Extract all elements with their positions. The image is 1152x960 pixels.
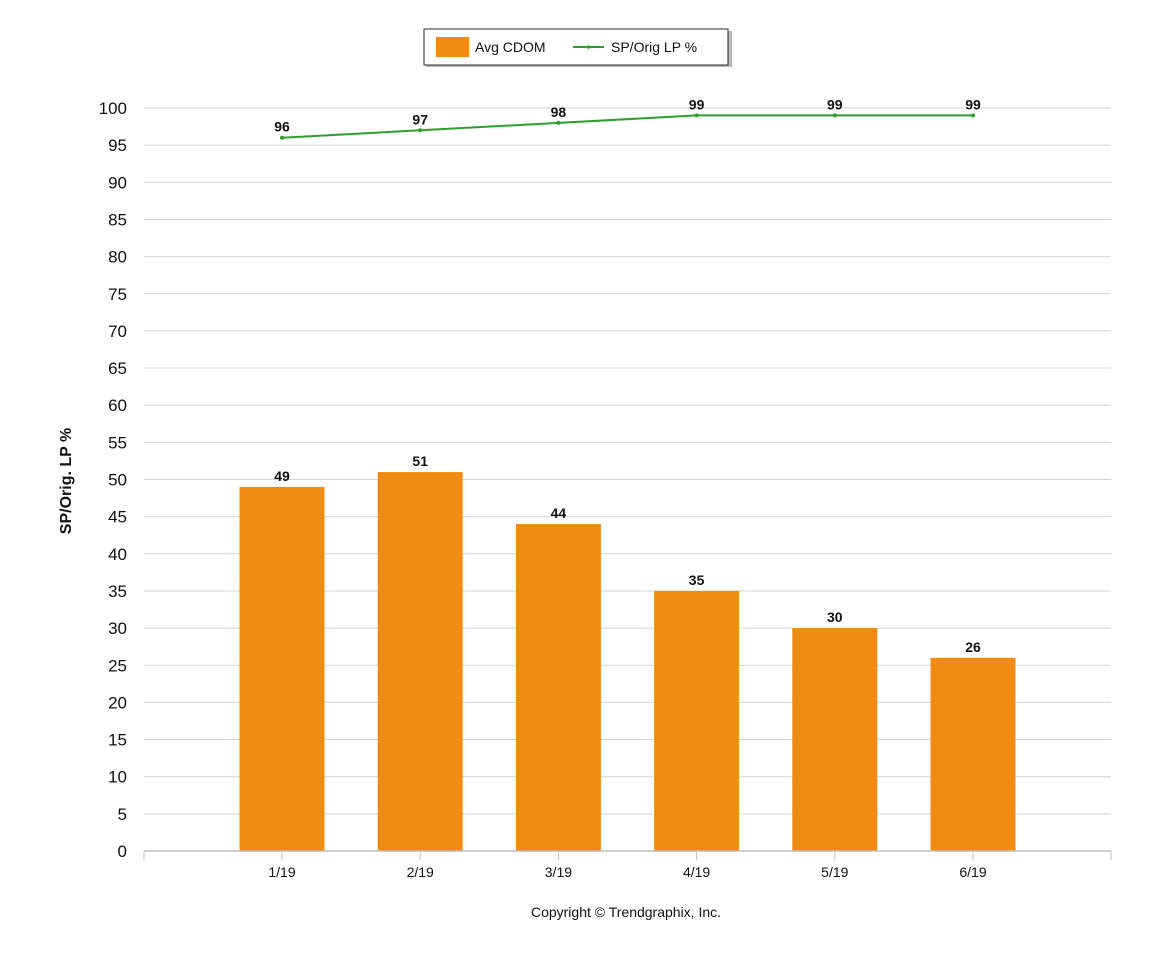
legend-label-sp-orig-lp: SP/Orig LP % xyxy=(611,39,697,55)
legend-swatch-avg-cdom xyxy=(436,37,469,57)
y-tick-label: 60 xyxy=(108,396,127,415)
line-data-label: 99 xyxy=(965,96,981,112)
y-tick-label: 65 xyxy=(108,359,127,378)
line-data-label: 99 xyxy=(689,96,705,112)
x-tick-label: 3/19 xyxy=(545,864,572,880)
bar-6-19 xyxy=(930,657,1016,851)
y-tick-label: 35 xyxy=(108,582,127,601)
y-tick-label: 90 xyxy=(108,173,127,192)
y-tick-label: 75 xyxy=(108,285,127,304)
y-tick-label: 80 xyxy=(108,248,127,267)
bar-data-label: 26 xyxy=(965,639,981,655)
line-point xyxy=(280,135,284,140)
line-point xyxy=(694,113,699,118)
bar-data-label: 35 xyxy=(689,572,705,588)
line-data-label: 98 xyxy=(551,104,567,120)
y-tick-label: 85 xyxy=(108,210,127,229)
legend: Avg CDOM SP/Orig LP % xyxy=(423,28,732,67)
x-tick-label: 4/19 xyxy=(683,864,710,880)
y-tick-label: 55 xyxy=(108,433,127,452)
legend-label-avg-cdom: Avg CDOM xyxy=(475,39,546,55)
legend-box xyxy=(423,28,729,66)
y-tick-label: 100 xyxy=(99,99,127,118)
y-tick-label: 5 xyxy=(118,805,127,824)
bar-data-label: 30 xyxy=(827,609,843,625)
bar-data-label: 51 xyxy=(412,453,428,469)
line-point xyxy=(971,113,975,118)
line-data-labels: 96 97 98 99 99 99 xyxy=(274,96,981,134)
line-point xyxy=(832,113,837,118)
y-tick-label: 30 xyxy=(108,619,127,638)
x-tick-label: 2/19 xyxy=(407,864,434,880)
copyright-text: Copyright © Trendgraphix, Inc. xyxy=(531,904,721,920)
bar-data-labels: 49 51 44 35 30 26 xyxy=(274,453,981,655)
bar-4-19 xyxy=(654,590,740,851)
line-path-sp-orig-lp xyxy=(281,114,973,139)
line-point xyxy=(418,128,423,133)
y-tick-label: 20 xyxy=(108,693,127,712)
y-axis-ticks: 0 5 10 15 20 25 30 35 40 45 50 55 60 65 70 75 80 85 90 95 10… xyxy=(99,99,127,861)
y-tick-label: 95 xyxy=(108,136,127,155)
line-data-label: 97 xyxy=(412,111,428,127)
bar-data-label: 49 xyxy=(274,468,290,484)
bar-1-19 xyxy=(239,486,325,851)
bar-3-19 xyxy=(515,524,601,851)
bar-data-label: 44 xyxy=(551,505,567,521)
x-tick-label: 1/19 xyxy=(268,864,295,880)
line-data-label: 96 xyxy=(274,119,290,135)
y-tick-label: 15 xyxy=(108,731,127,750)
bar-2-19 xyxy=(377,472,463,851)
bar-series-avg-cdom xyxy=(239,472,1016,851)
x-tick-label: 5/19 xyxy=(821,864,848,880)
y-tick-label: 0 xyxy=(118,842,127,861)
x-tick-label: 6/19 xyxy=(959,864,986,880)
y-tick-label: 45 xyxy=(108,508,127,527)
y-tick-label: 10 xyxy=(108,768,127,787)
line-series-sp-orig-lp xyxy=(280,113,975,140)
line-data-label: 99 xyxy=(827,96,843,112)
line-point xyxy=(556,120,561,125)
y-tick-label: 50 xyxy=(108,471,127,490)
y-axis-title: SP/Orig. LP % xyxy=(58,428,75,534)
bar-5-19 xyxy=(792,628,878,851)
legend-marker-sp-orig-lp xyxy=(586,45,591,49)
y-tick-label: 25 xyxy=(108,656,127,675)
y-tick-label: 40 xyxy=(108,545,127,564)
x-axis: 1/19 2/19 3/19 4/19 5/19 6/19 xyxy=(143,850,1112,880)
y-tick-label: 70 xyxy=(108,322,127,341)
